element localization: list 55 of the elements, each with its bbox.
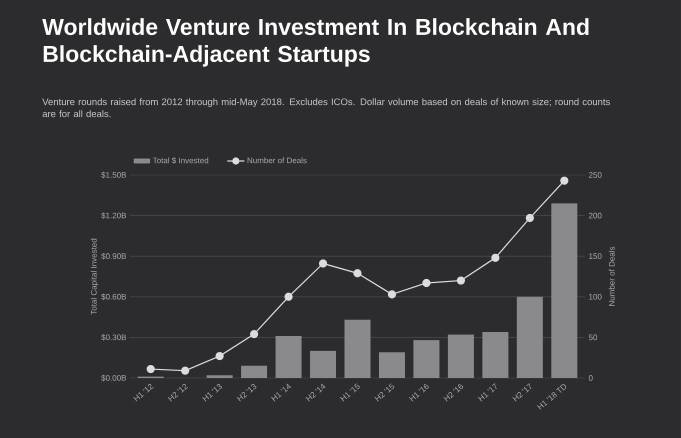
point bbox=[422, 278, 431, 288]
bar bbox=[516, 296, 543, 378]
bar bbox=[206, 375, 233, 378]
y-tick-label: $0.60B bbox=[101, 294, 126, 300]
point bbox=[353, 269, 362, 278]
point bbox=[388, 290, 396, 298]
x-tick-label: H1 '18 TD bbox=[537, 384, 566, 410]
y-tick-label: $0.90B bbox=[101, 252, 126, 260]
bar bbox=[241, 366, 268, 378]
y2-tick-label: 150 bbox=[589, 253, 602, 260]
x-tick-label: H2 '16 bbox=[444, 384, 464, 402]
bar bbox=[482, 332, 508, 378]
chart-title: Worldwide Venture Investment In Blockchain And Blockchain-Adjacent Startups bbox=[42, 18, 589, 67]
y-axis-title: Total Capital Invested bbox=[90, 238, 98, 315]
y-tick-label: $1.50B bbox=[101, 172, 126, 178]
point bbox=[146, 364, 155, 374]
x-tick-label: H1 '14 bbox=[271, 384, 291, 402]
x-tick-label: H1 '15 bbox=[340, 383, 360, 402]
point bbox=[491, 254, 500, 262]
bar bbox=[310, 350, 336, 378]
y-tick-label: $0.30B bbox=[101, 334, 126, 341]
y2-tick-label: 0 bbox=[588, 375, 593, 381]
x-tick-label: H2 '13 bbox=[236, 384, 256, 402]
x-tick-label: H1 '12 bbox=[133, 384, 154, 402]
bar bbox=[413, 340, 440, 378]
x-tick-label: H1 '17 bbox=[478, 383, 497, 402]
legend-label: Total $ Invested bbox=[152, 157, 208, 164]
point bbox=[318, 259, 328, 268]
point bbox=[181, 366, 190, 375]
point bbox=[216, 352, 224, 360]
legend-label: Number of Deals bbox=[248, 157, 307, 164]
point bbox=[284, 292, 293, 301]
x-tick-label: H2 '15 bbox=[374, 383, 394, 402]
point bbox=[250, 330, 258, 338]
y2-tick-label: 200 bbox=[588, 212, 602, 218]
y2-axis-title: Number of Deals bbox=[608, 246, 615, 306]
point bbox=[560, 176, 568, 185]
point bbox=[456, 276, 466, 285]
y-tick-label: $0.00B bbox=[101, 374, 126, 382]
x-tick-label: H1 '13 bbox=[202, 384, 222, 402]
y2-tick-label: 100 bbox=[589, 294, 602, 300]
bar bbox=[378, 352, 405, 378]
bar bbox=[276, 336, 302, 378]
y-tick-label: $1.20B bbox=[101, 212, 126, 219]
point bbox=[526, 214, 534, 222]
y2-tick-label: 50 bbox=[588, 334, 598, 340]
x-tick-label: H2 '17 bbox=[512, 383, 532, 402]
x-tick-label: H2 '12 bbox=[168, 384, 188, 402]
x-tick-label: H2 '14 bbox=[306, 384, 326, 402]
bar bbox=[551, 203, 578, 378]
bar bbox=[344, 320, 370, 378]
chart-subtitle: Venture rounds raised from 2012 through mid-May 2018. Excludes ICOs. Dollar volume based on deals of known size; round counts are for all deals. bbox=[42, 98, 610, 118]
x-tick-label: H1 '16 bbox=[409, 384, 429, 402]
y2-tick-label: 250 bbox=[588, 172, 602, 178]
bar bbox=[448, 334, 474, 378]
